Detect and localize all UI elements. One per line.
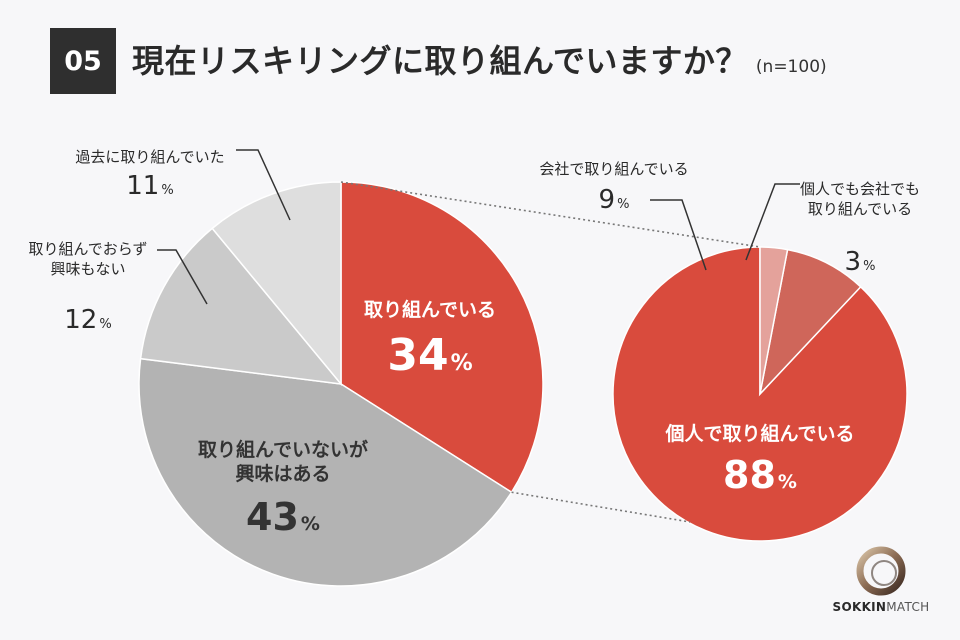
main-pie-slice-3 [211, 181, 342, 387]
question-number: 05 [50, 28, 116, 94]
label-breakdown-1-name-line: 会社で取り組んでいる [539, 160, 688, 178]
main-pie-slice-2 [139, 227, 343, 385]
label-breakdown-0-name-line: 個人で取り組んでいる [664, 422, 854, 445]
logo-ring-icon [856, 546, 906, 596]
breakdown-pie-slice-1 [758, 248, 862, 397]
label-main-2-name-line: 興味もない [50, 260, 125, 278]
label-main-1-value: 43% [246, 495, 320, 539]
sample-size: (n=100) [755, 57, 827, 77]
label-main-0: 取り組んでいる 34% [364, 298, 496, 381]
label-main-0-value: 34% [387, 330, 472, 381]
label-main-1-name-line: 取り組んでいないが [198, 438, 368, 461]
label-breakdown-0-value: 88% [723, 453, 797, 497]
label-breakdown-2-name-line: 取り組んでいる [808, 200, 912, 218]
label-breakdown-1-value: 9% [599, 185, 630, 215]
title-text: 現在リスキリングに取り組んでいますか？ [132, 42, 748, 80]
label-main-3-value: 11% [126, 171, 173, 201]
label-breakdown-1: 会社で取り組んでいる 9% [539, 160, 688, 215]
main-pie-slice-1 [138, 357, 513, 587]
label-breakdown-2-value: 3% [845, 247, 876, 277]
label-main-1-name-line: 興味はある [235, 463, 330, 485]
connector-bottom [511, 491, 691, 523]
leader-main-3 [236, 149, 291, 221]
label-breakdown-0: 個人で取り組んでいる 88% [664, 422, 854, 497]
label-main-2-value: 12% [64, 305, 111, 335]
label-main-0-name-line: 取り組んでいる [364, 298, 496, 321]
leader-breakdown-2 [745, 183, 800, 261]
page-title: 現在リスキリングに取り組んでいますか？ (n=100) [132, 36, 827, 86]
connector-top [340, 181, 761, 248]
logo-wordmark: SOKKINMATCH [832, 600, 930, 614]
label-breakdown-2-name-line: 個人でも会社でも [800, 180, 920, 198]
label-main-2-name-line: 取り組んでおらず [29, 240, 148, 258]
label-main-3: 過去に取り組んでいた 11% [75, 148, 224, 201]
leader-main-2 [157, 249, 208, 305]
breakdown-pie-slice-2 [759, 246, 789, 395]
label-main-3-name-line: 過去に取り組んでいた [75, 148, 224, 166]
sokkin-match-logo: SOKKINMATCH [826, 544, 936, 624]
leader-breakdown-1 [650, 199, 707, 271]
